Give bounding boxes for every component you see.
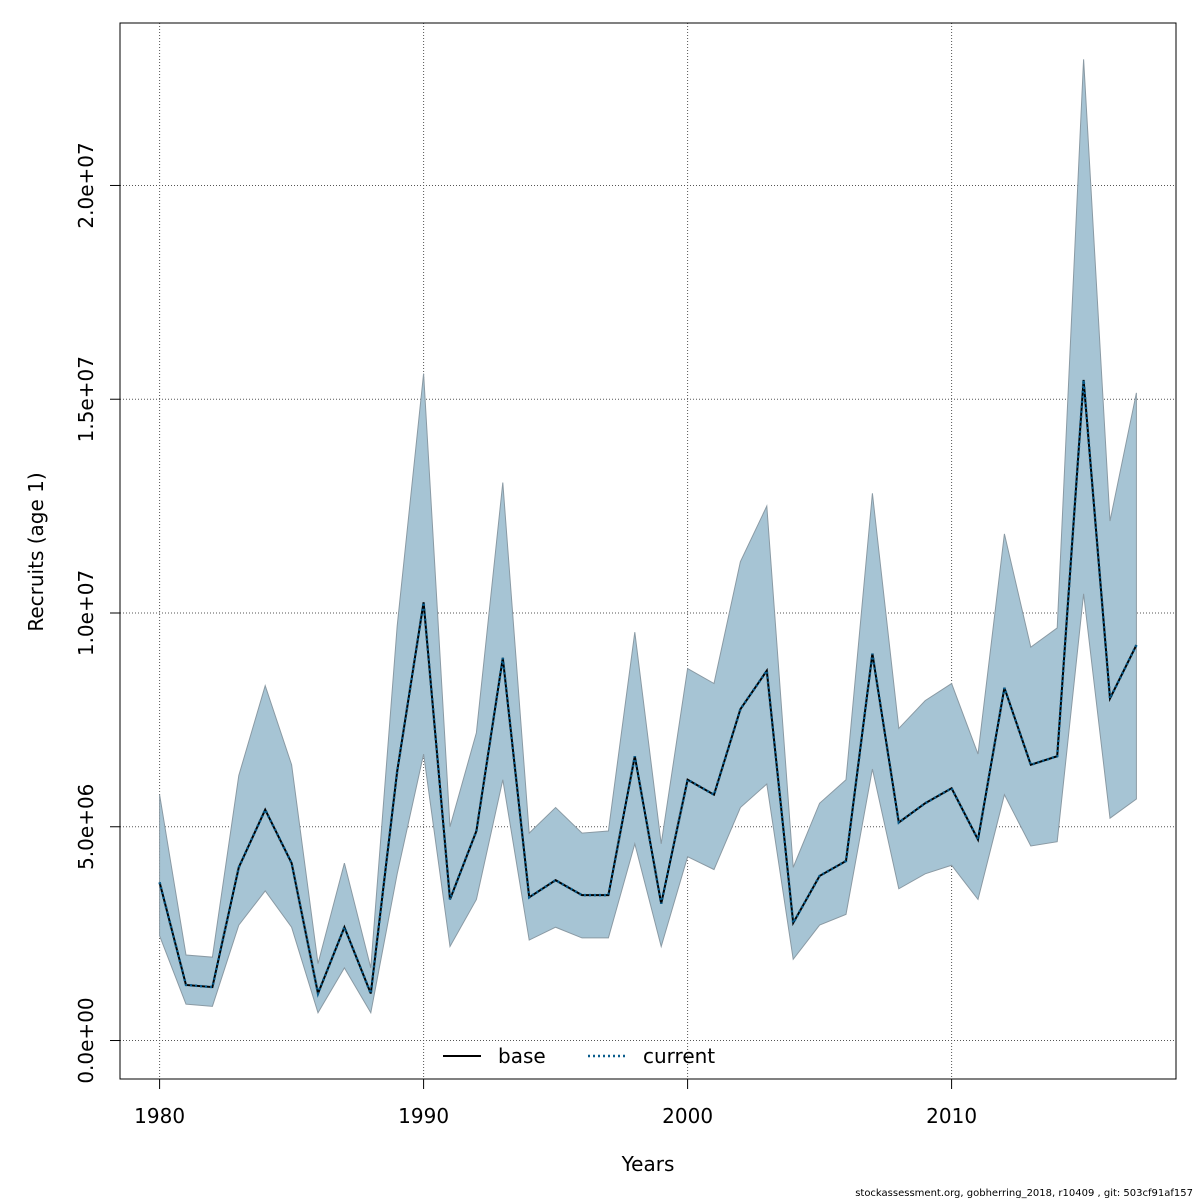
- confidence-band: [159, 59, 1137, 1015]
- footer-credit: stockassessment.org, gobherring_2018, r1…: [855, 1188, 1193, 1199]
- x-tick-label-1990: 1990: [398, 1104, 449, 1128]
- series-line-current: [158, 379, 1138, 998]
- x-tick-label-1980: 1980: [134, 1104, 185, 1128]
- y-tick-label-3: 1.5e+07: [74, 356, 98, 442]
- x-axis-title: Years: [621, 1152, 675, 1176]
- y-tick-label-1: 5.0e+06: [74, 784, 98, 870]
- y-tick-label-2: 1.0e+07: [74, 570, 98, 656]
- confidence-band-layer: [159, 59, 1137, 1015]
- legend-label-base: base: [498, 1044, 546, 1068]
- plot-frame: [119, 22, 1177, 1080]
- axes: 1980 1990 2000 2010 0.0e+00 5.0e+06 1.0e+07 1.5…: [74, 142, 977, 1128]
- x-tick-label-2000: 2000: [662, 1104, 713, 1128]
- y-axis-title: Recruits (age 1): [24, 472, 48, 631]
- y-tick-label-4: 2.0e+07: [74, 142, 98, 228]
- y-tick-label-0: 0.0e+00: [74, 997, 98, 1083]
- grid: [120, 23, 1176, 1079]
- legend: base current: [443, 1044, 715, 1068]
- series-lines: [158, 379, 1138, 998]
- x-tick-label-2010: 2010: [926, 1104, 977, 1128]
- legend-label-current: current: [643, 1044, 715, 1068]
